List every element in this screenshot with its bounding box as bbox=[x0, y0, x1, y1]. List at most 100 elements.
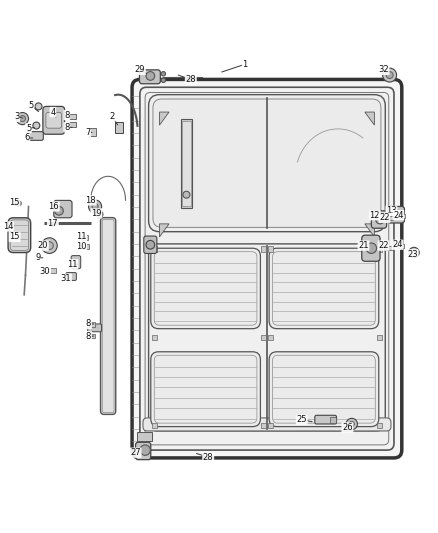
Circle shape bbox=[96, 211, 103, 218]
Text: 22: 22 bbox=[378, 241, 389, 250]
FancyBboxPatch shape bbox=[145, 92, 389, 445]
Circle shape bbox=[376, 215, 385, 224]
Bar bbox=[261, 246, 266, 252]
Bar bbox=[268, 246, 273, 252]
Text: 18: 18 bbox=[85, 196, 96, 205]
FancyBboxPatch shape bbox=[388, 206, 404, 223]
Text: 20: 20 bbox=[38, 241, 48, 250]
FancyBboxPatch shape bbox=[144, 236, 157, 254]
Circle shape bbox=[92, 204, 98, 209]
FancyBboxPatch shape bbox=[154, 356, 257, 423]
FancyBboxPatch shape bbox=[153, 99, 381, 228]
FancyBboxPatch shape bbox=[66, 272, 76, 280]
Text: 5: 5 bbox=[26, 124, 31, 133]
Circle shape bbox=[33, 122, 40, 129]
Text: 24: 24 bbox=[393, 211, 403, 220]
Text: 11: 11 bbox=[76, 232, 86, 241]
FancyBboxPatch shape bbox=[315, 415, 336, 424]
Circle shape bbox=[16, 112, 28, 125]
Text: 24: 24 bbox=[392, 240, 403, 249]
Text: 3: 3 bbox=[14, 112, 19, 122]
Text: 31: 31 bbox=[60, 274, 71, 283]
FancyBboxPatch shape bbox=[272, 252, 375, 325]
FancyBboxPatch shape bbox=[143, 418, 391, 431]
FancyBboxPatch shape bbox=[272, 356, 375, 423]
Bar bbox=[261, 423, 266, 429]
FancyBboxPatch shape bbox=[88, 324, 102, 332]
FancyBboxPatch shape bbox=[102, 220, 114, 413]
Bar bbox=[330, 417, 336, 423]
Circle shape bbox=[88, 200, 102, 213]
Circle shape bbox=[55, 206, 64, 215]
Bar bbox=[68, 122, 75, 127]
Bar bbox=[88, 128, 96, 136]
Text: 2: 2 bbox=[110, 112, 115, 121]
Bar bbox=[377, 246, 382, 252]
Bar bbox=[181, 118, 192, 208]
Text: 1: 1 bbox=[243, 60, 248, 69]
Circle shape bbox=[15, 200, 21, 206]
Bar bbox=[182, 121, 191, 206]
FancyBboxPatch shape bbox=[71, 256, 81, 269]
Text: 28: 28 bbox=[203, 453, 213, 462]
Text: 23: 23 bbox=[407, 250, 418, 259]
Text: 15: 15 bbox=[9, 232, 20, 241]
Bar bbox=[152, 423, 157, 429]
Text: 8: 8 bbox=[86, 332, 91, 341]
Text: 25: 25 bbox=[297, 415, 307, 424]
Bar bbox=[152, 246, 157, 252]
FancyBboxPatch shape bbox=[101, 217, 116, 415]
Text: 27: 27 bbox=[130, 448, 141, 457]
Bar bbox=[377, 335, 382, 340]
Bar bbox=[115, 122, 124, 133]
Circle shape bbox=[366, 243, 377, 254]
FancyBboxPatch shape bbox=[132, 79, 402, 458]
Text: 15: 15 bbox=[9, 198, 20, 207]
Bar bbox=[386, 215, 393, 220]
Polygon shape bbox=[365, 224, 374, 237]
Text: 22: 22 bbox=[379, 213, 390, 222]
Text: 17: 17 bbox=[48, 220, 58, 228]
FancyBboxPatch shape bbox=[27, 132, 43, 140]
Polygon shape bbox=[159, 224, 169, 237]
Polygon shape bbox=[365, 112, 374, 125]
FancyBboxPatch shape bbox=[139, 70, 160, 84]
Bar bbox=[68, 114, 75, 119]
Circle shape bbox=[383, 68, 396, 82]
Circle shape bbox=[146, 240, 155, 249]
Polygon shape bbox=[159, 112, 169, 125]
Bar bbox=[268, 335, 273, 340]
Text: 32: 32 bbox=[378, 66, 389, 74]
Bar bbox=[81, 235, 88, 239]
Circle shape bbox=[42, 238, 57, 254]
Text: 5: 5 bbox=[28, 101, 34, 110]
Text: 10: 10 bbox=[76, 243, 86, 252]
Circle shape bbox=[409, 247, 419, 258]
Text: 16: 16 bbox=[49, 202, 59, 211]
Circle shape bbox=[386, 71, 393, 78]
Text: 26: 26 bbox=[342, 423, 353, 432]
Text: 8: 8 bbox=[86, 319, 91, 328]
FancyBboxPatch shape bbox=[269, 352, 379, 426]
FancyBboxPatch shape bbox=[269, 248, 379, 329]
FancyBboxPatch shape bbox=[371, 211, 387, 228]
Text: 8: 8 bbox=[64, 111, 70, 119]
Circle shape bbox=[19, 116, 25, 122]
FancyBboxPatch shape bbox=[148, 95, 385, 232]
Bar bbox=[152, 335, 157, 340]
FancyBboxPatch shape bbox=[151, 248, 261, 329]
Text: 14: 14 bbox=[3, 222, 13, 231]
Text: 13: 13 bbox=[386, 206, 397, 215]
Text: 29: 29 bbox=[134, 66, 145, 74]
Circle shape bbox=[146, 71, 155, 80]
FancyBboxPatch shape bbox=[43, 107, 65, 134]
Text: 30: 30 bbox=[40, 267, 50, 276]
Circle shape bbox=[140, 445, 150, 455]
Circle shape bbox=[15, 232, 21, 238]
FancyBboxPatch shape bbox=[362, 235, 380, 261]
FancyBboxPatch shape bbox=[10, 220, 28, 251]
Bar bbox=[88, 322, 95, 327]
Circle shape bbox=[346, 418, 357, 430]
Text: 12: 12 bbox=[370, 211, 380, 220]
Circle shape bbox=[183, 191, 190, 198]
